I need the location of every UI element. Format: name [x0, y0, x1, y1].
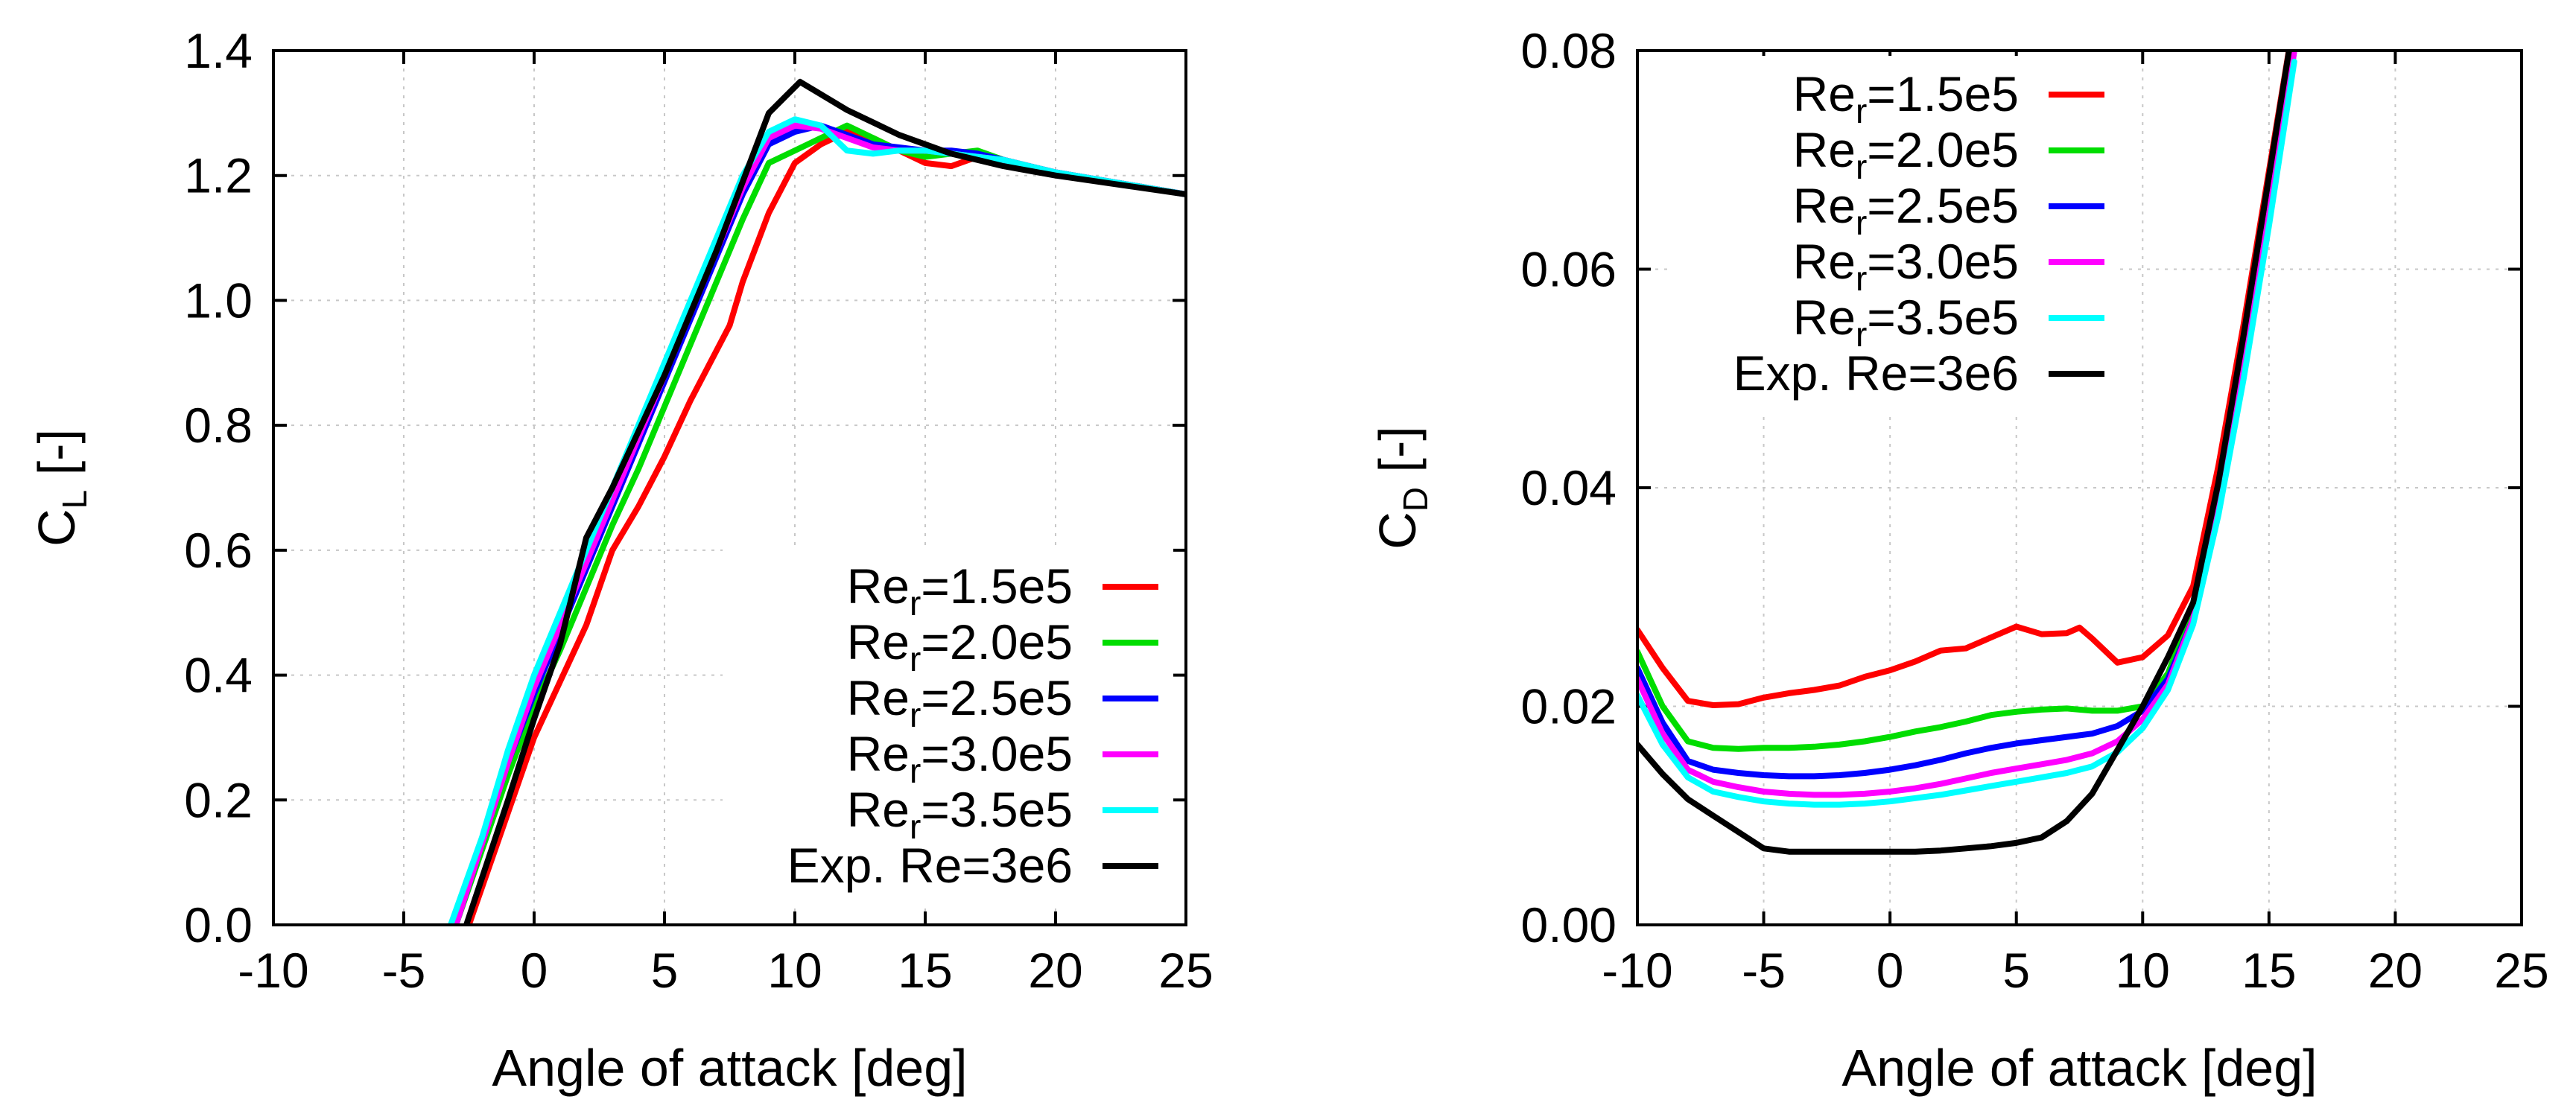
legend-label: Exp. Re=3e6 [1733, 346, 2019, 401]
legend-label: Rer=2.5e5 [1793, 178, 2019, 242]
x-tick-label: 15 [898, 943, 952, 998]
legend-label: Rer=2.0e5 [847, 614, 1073, 678]
x-tick-label: 5 [2002, 943, 2030, 998]
legend-label: Rer=3.5e5 [1793, 290, 2019, 354]
series-line-re-r-1-5e5 [1637, 51, 2292, 708]
legend-label-main: Re [1793, 178, 1856, 233]
legend-label-main: Re [1793, 66, 1856, 121]
legend-label-subscript: r [1856, 92, 1867, 130]
legend-background [723, 548, 1173, 906]
x-tick-label: -10 [238, 943, 308, 998]
legend-label-main: Re [847, 614, 910, 669]
y-tick-label: 0.02 [1521, 679, 1617, 734]
series-group [1637, 51, 2297, 855]
legend-label-main: Re [1793, 122, 1856, 177]
legend-label: Rer=1.5e5 [847, 558, 1073, 623]
y-axis-title: CL [-] [28, 429, 94, 547]
legend-background [1669, 56, 2119, 413]
x-tick-label: 20 [2368, 943, 2423, 998]
legend-label-rest: =3.5e5 [1867, 290, 2019, 345]
x-tick-label: -10 [1602, 943, 1672, 998]
x-axis-title: Angle of attack [deg] [1841, 1039, 2317, 1097]
y-tick-label: 0.0 [184, 897, 253, 952]
y-tick-label: 0.2 [184, 772, 253, 827]
legend-label-rest: =2.0e5 [921, 614, 1073, 669]
y-tick-label: 1.2 [184, 148, 253, 203]
legend-label-rest: =1.5e5 [921, 558, 1073, 614]
y-axis-title-subscript: L [55, 490, 94, 509]
legend-label: Rer=2.5e5 [847, 670, 1073, 734]
x-tick-label: -5 [382, 943, 426, 998]
legend-label: Rer=2.0e5 [1793, 122, 2019, 186]
legend-label-subscript: r [1856, 203, 1867, 242]
y-axis-title: CD [-] [1368, 426, 1435, 549]
x-axis-title: Angle of attack [deg] [492, 1039, 967, 1097]
plot-frame [1636, 49, 2523, 926]
series-line-re-r-1-5e5 [466, 129, 1186, 925]
legend-label-subscript: r [910, 696, 921, 734]
y-tick-label: 0.00 [1521, 897, 1617, 952]
y-tick-label: 0.06 [1521, 242, 1617, 297]
legend-label-main: Re [1793, 290, 1856, 345]
legend-label-main: Exp. Re=3e6 [1733, 346, 2019, 401]
legend-label-main: Exp. Re=3e6 [787, 838, 1073, 893]
legend-label-main: Re [847, 670, 910, 725]
legend-label-rest: =1.5e5 [1867, 66, 2019, 121]
x-tick-label: 15 [2242, 943, 2296, 998]
y-tick-label: 0.6 [184, 523, 253, 578]
legend-label-rest: =2.5e5 [1867, 178, 2019, 233]
x-tick-label: 5 [651, 943, 679, 998]
x-tick-label: 10 [767, 943, 822, 998]
series-group [448, 78, 1186, 925]
legend-label: Rer=1.5e5 [1793, 66, 2019, 130]
y-tick-label: 0.4 [184, 648, 253, 703]
x-tick-label: 10 [2116, 943, 2170, 998]
series-line-exp-re-3e6 [463, 78, 1186, 925]
legend-label: Rer=3.0e5 [847, 726, 1073, 790]
legend-label-rest: =2.0e5 [1867, 122, 2019, 177]
legend-label-rest: =3.5e5 [921, 782, 1073, 837]
legend-label-main: Re [1793, 234, 1856, 289]
x-tick-label: 0 [1877, 943, 1904, 998]
legend-label-subscript: r [910, 751, 921, 790]
legend-label-main: Re [847, 782, 910, 837]
x-tick-label: 20 [1028, 943, 1082, 998]
series-line-re-r-3-5e5 [1637, 58, 2297, 808]
y-axis-title-main: C [28, 509, 86, 547]
legend-label-main: Re [847, 558, 910, 614]
y-tick-label: 1.0 [184, 273, 253, 328]
x-tick-label: -5 [1742, 943, 1786, 998]
series-line-exp-re-3e6 [1637, 51, 2292, 855]
legend-label-main: Re [847, 726, 910, 781]
legend-label-subscript: r [1856, 147, 1867, 186]
legend-label-subscript: r [910, 640, 921, 678]
legend-label-rest: =2.5e5 [921, 670, 1073, 725]
legend-label-subscript: r [910, 584, 921, 623]
y-tick-label: 0.8 [184, 398, 253, 453]
y-axis-title-subscript: D [1396, 487, 1435, 512]
y-axis-title-unit: [-] [1368, 426, 1427, 487]
y-tick-label: 1.4 [184, 23, 253, 78]
legend-label: Rer=3.0e5 [1793, 234, 2019, 298]
y-tick-label: 0.08 [1521, 23, 1617, 78]
x-tick-label: 25 [2494, 943, 2548, 998]
lift-coefficient-chart: -10 -5 0 5 10 15 20 25 0.0 0.2 0.4 0.6 0.8 1.0 1.2 1.4 R… [28, 23, 1214, 1097]
legend-label-subscript: r [1856, 259, 1867, 298]
legend-label: Rer=3.5e5 [847, 782, 1073, 846]
x-tick-label: 25 [1158, 943, 1213, 998]
legend-label: Exp. Re=3e6 [787, 838, 1073, 893]
series-line-re-r-2-0e5 [1637, 51, 2296, 752]
legend-label-subscript: r [1856, 315, 1867, 354]
y-axis-title-unit: [-] [28, 429, 86, 490]
drag-coefficient-chart: -10 -5 0 5 10 15 20 250.000.020.040.060.08Rer=1… [1368, 23, 2549, 1097]
y-axis-title-main: C [1368, 512, 1427, 550]
legend-label-subscript: r [910, 807, 921, 846]
x-tick-label: 0 [521, 943, 548, 998]
y-tick-label: 0.04 [1521, 460, 1617, 515]
legend-label-rest: =3.0e5 [1867, 234, 2019, 289]
legend-label-rest: =3.0e5 [921, 726, 1073, 781]
plot-frame [272, 49, 1187, 926]
